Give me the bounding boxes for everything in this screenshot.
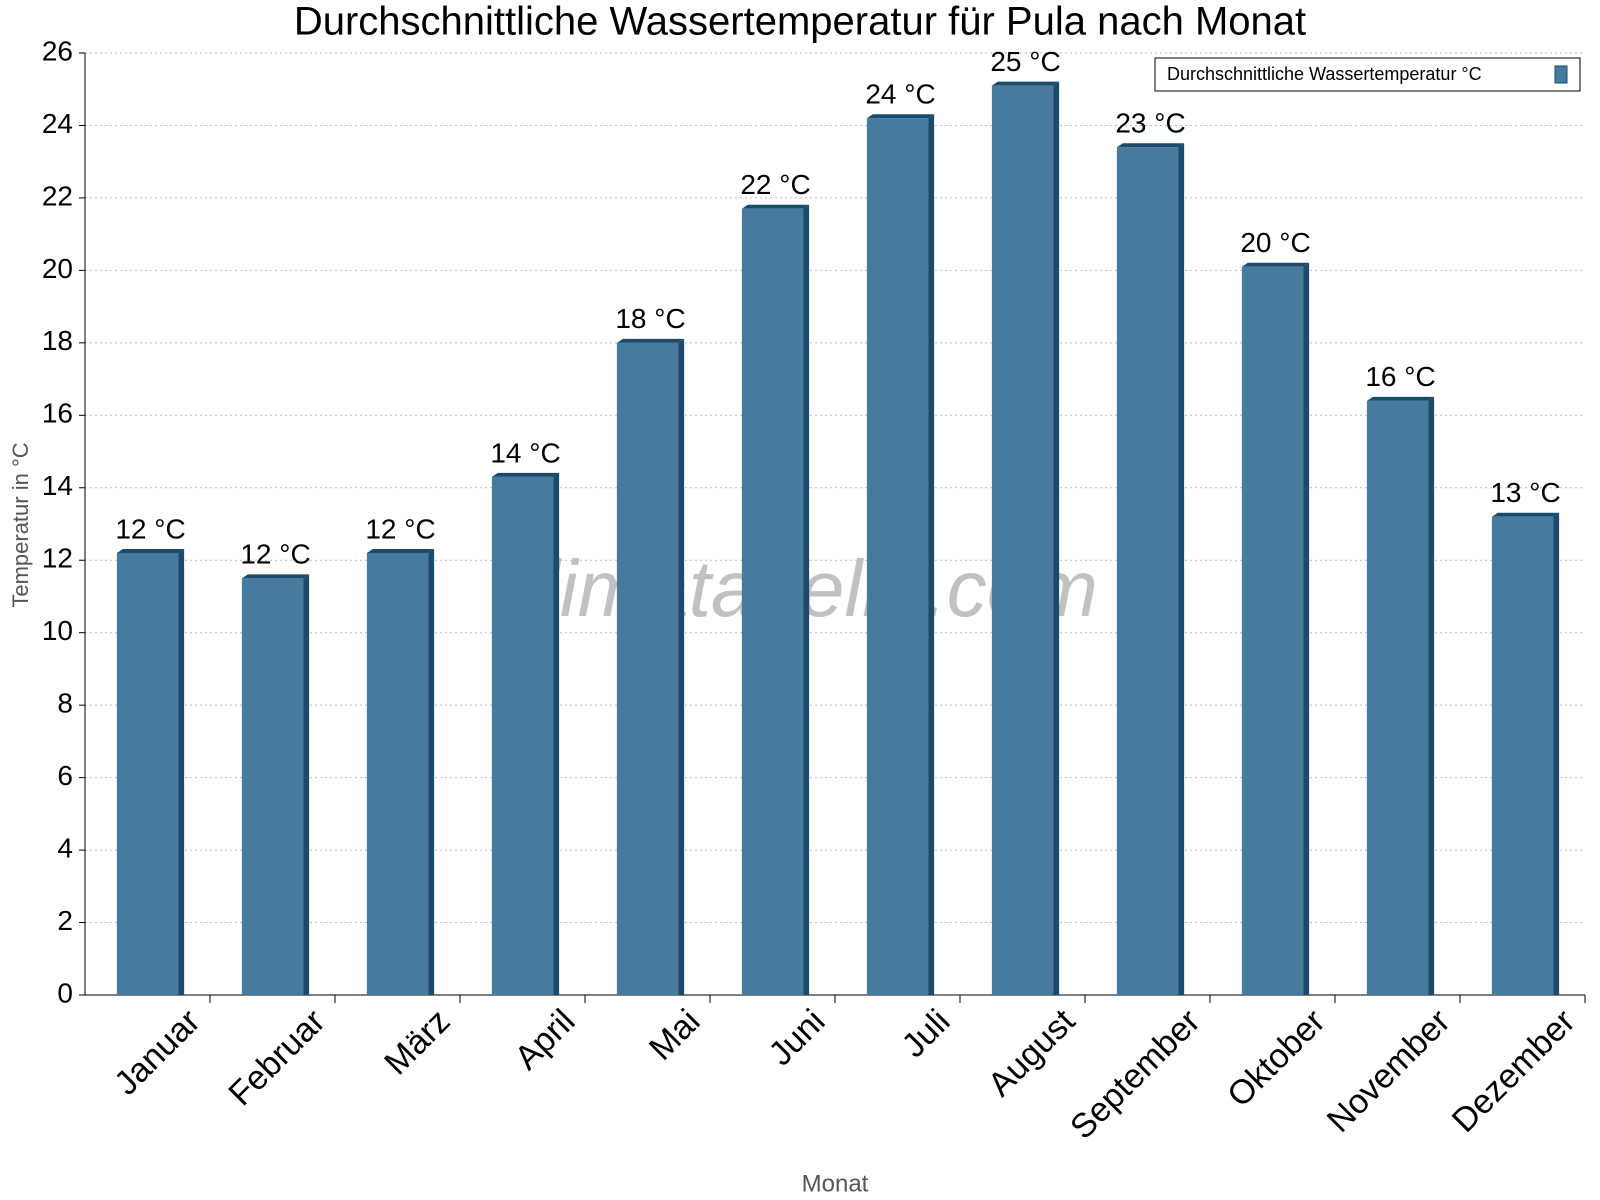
y-axis-title: Temperatur in °C bbox=[8, 442, 33, 607]
legend-swatch bbox=[1554, 65, 1568, 84]
bar bbox=[1116, 147, 1179, 995]
bar bbox=[1241, 266, 1304, 995]
x-tick-label: Juni bbox=[762, 1002, 833, 1073]
bar-top bbox=[1366, 396, 1435, 401]
x-tick-label: August bbox=[981, 1002, 1083, 1104]
y-tick-label: 22 bbox=[42, 180, 73, 211]
bar-top bbox=[1241, 262, 1310, 267]
value-label: 14 °C bbox=[490, 437, 560, 468]
bar-side bbox=[1053, 81, 1060, 996]
legend: Durchschnittliche Wassertemperatur °C bbox=[1154, 57, 1581, 92]
y-tick-label: 20 bbox=[42, 253, 73, 284]
value-label: 20 °C bbox=[1240, 227, 1310, 258]
value-label: 25 °C bbox=[990, 46, 1060, 77]
bar bbox=[1491, 516, 1554, 995]
value-label: 23 °C bbox=[1115, 108, 1185, 139]
bar-side bbox=[928, 114, 935, 995]
value-label: 24 °C bbox=[865, 79, 935, 110]
bar bbox=[366, 552, 429, 995]
bar bbox=[741, 208, 804, 996]
x-tick-label: Januar bbox=[107, 1002, 207, 1102]
value-label: 22 °C bbox=[740, 169, 810, 200]
y-tick-label: 6 bbox=[57, 760, 73, 791]
bar-side bbox=[178, 548, 185, 995]
legend-label: Durchschnittliche Wassertemperatur °C bbox=[1167, 64, 1482, 84]
x-tick-label: Oktober bbox=[1220, 1002, 1332, 1114]
bar-top bbox=[366, 548, 435, 553]
bar-top bbox=[116, 548, 185, 553]
bar-top bbox=[866, 114, 935, 119]
x-tick-label: Februar bbox=[221, 1002, 332, 1113]
bar-side bbox=[1553, 512, 1560, 995]
y-tick-label: 2 bbox=[57, 905, 73, 936]
value-label: 13 °C bbox=[1490, 477, 1560, 508]
bar bbox=[1366, 400, 1429, 995]
x-tick-label: September bbox=[1063, 1002, 1207, 1146]
bar-side bbox=[678, 338, 685, 995]
x-tick-label: Dezember bbox=[1445, 1002, 1583, 1140]
bar bbox=[991, 85, 1054, 996]
bar-side bbox=[428, 548, 435, 995]
bar bbox=[241, 578, 304, 995]
bar-top bbox=[1116, 143, 1185, 148]
bar bbox=[116, 552, 179, 995]
bar bbox=[491, 476, 554, 995]
y-tick-label: 24 bbox=[42, 108, 73, 139]
legend-box bbox=[1154, 57, 1581, 92]
value-label: 12 °C bbox=[240, 539, 310, 570]
y-tick-label: 8 bbox=[57, 688, 73, 719]
y-tick-label: 12 bbox=[42, 543, 73, 574]
bar-top bbox=[1491, 512, 1560, 517]
y-tick-label: 10 bbox=[42, 615, 73, 646]
y-tick-label: 14 bbox=[42, 470, 73, 501]
y-tick-label: 4 bbox=[57, 832, 73, 863]
bar-side bbox=[303, 574, 310, 995]
x-tick-label: Juli bbox=[895, 1002, 958, 1065]
bar-side bbox=[803, 204, 810, 996]
y-tick-label: 26 bbox=[42, 35, 73, 66]
x-axis-title: Monat bbox=[802, 1170, 869, 1197]
value-label: 16 °C bbox=[1365, 361, 1435, 392]
bar-top bbox=[491, 472, 560, 477]
x-tick-label: März bbox=[377, 1002, 457, 1082]
bar-top bbox=[991, 81, 1060, 86]
value-label: 18 °C bbox=[615, 303, 685, 334]
bar-top bbox=[616, 338, 685, 343]
value-label: 12 °C bbox=[365, 513, 435, 544]
bar-side bbox=[1178, 143, 1185, 995]
bar-top bbox=[241, 574, 310, 579]
x-tick-label: Mai bbox=[642, 1002, 708, 1068]
bar-side bbox=[553, 472, 560, 995]
y-tick-label: 0 bbox=[57, 977, 73, 1008]
value-label: 12 °C bbox=[115, 513, 185, 544]
y-tick-label: 16 bbox=[42, 398, 73, 429]
bar bbox=[866, 118, 929, 995]
bar-side bbox=[1303, 262, 1310, 995]
x-tick-label: April bbox=[508, 1002, 583, 1077]
chart-title: Durchschnittliche Wassertemperatur für P… bbox=[294, 0, 1306, 44]
x-tick-label: November bbox=[1320, 1002, 1458, 1140]
bar-top bbox=[741, 204, 810, 209]
bar bbox=[616, 342, 679, 995]
bar-side bbox=[1428, 396, 1435, 995]
y-tick-label: 18 bbox=[42, 325, 73, 356]
